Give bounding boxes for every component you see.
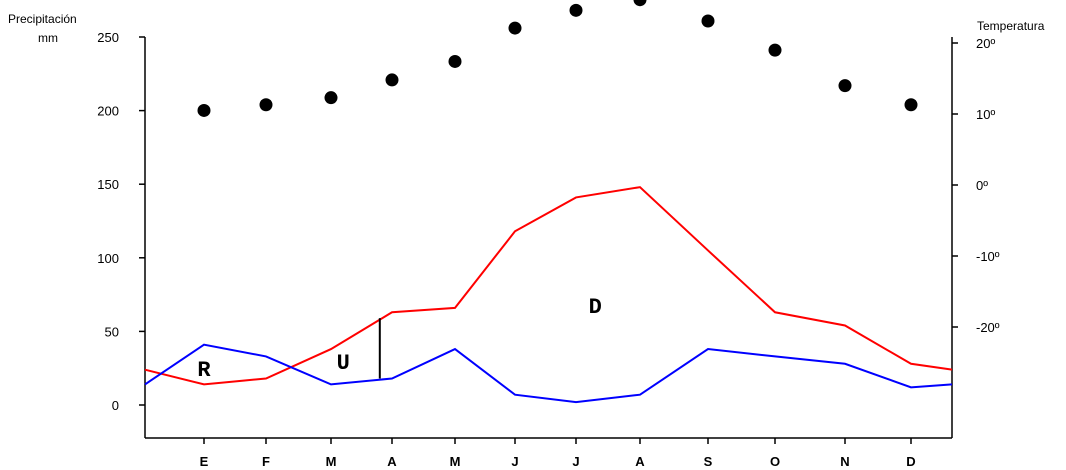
temperature-point bbox=[768, 43, 782, 57]
left-axis-unit: mm bbox=[38, 31, 58, 45]
left-tick-label: 200 bbox=[97, 104, 119, 119]
temperature-dots bbox=[197, 0, 918, 117]
month-label: N bbox=[840, 454, 849, 469]
right-axis-ticks: 30º C20º10º0º-10º-20º bbox=[952, 36, 1000, 335]
right-tick-label: -20º bbox=[976, 320, 1000, 335]
series-lines bbox=[144, 186, 953, 404]
left-axis: Precipitación mm 250 200 150 100 50 0 bbox=[8, 12, 146, 438]
right-tick-label: 20º bbox=[976, 36, 995, 51]
temperature-point bbox=[569, 3, 583, 17]
left-tick-label: 250 bbox=[97, 30, 119, 45]
temperature-point bbox=[904, 98, 918, 112]
region-label: U bbox=[337, 351, 350, 376]
month-label: O bbox=[770, 454, 780, 469]
right-axis: Temperatura 30º C20º10º0º-10º-20º bbox=[951, 19, 1045, 438]
temperature-point bbox=[701, 14, 715, 28]
left-tick-label: 50 bbox=[105, 324, 119, 339]
temperature-point bbox=[324, 91, 338, 105]
left-tick-label: 150 bbox=[97, 177, 119, 192]
temperature-point bbox=[838, 79, 852, 93]
right-axis-title: Temperatura bbox=[977, 19, 1045, 33]
series-line-2 bbox=[144, 343, 953, 404]
month-label: D bbox=[906, 454, 915, 469]
month-label: F bbox=[262, 454, 270, 469]
region-label: D bbox=[589, 295, 602, 320]
series-line-1 bbox=[144, 186, 953, 386]
temperature-point bbox=[197, 103, 211, 117]
month-label: S bbox=[704, 454, 713, 469]
left-tick-label: 0 bbox=[112, 398, 119, 413]
temperature-point bbox=[508, 21, 522, 35]
left-tick-label: 100 bbox=[97, 251, 119, 266]
month-label: A bbox=[387, 454, 397, 469]
temperature-point bbox=[259, 98, 273, 112]
right-tick-label: 0º bbox=[976, 178, 988, 193]
temperature-point bbox=[633, 0, 647, 7]
temperature-point bbox=[448, 54, 462, 68]
month-label: J bbox=[572, 454, 579, 469]
region-annotations: R U D bbox=[197, 295, 601, 383]
month-label: E bbox=[200, 454, 209, 469]
region-label: R bbox=[197, 358, 211, 383]
left-axis-title: Precipitación bbox=[8, 12, 77, 26]
right-tick-label: 10º bbox=[976, 107, 995, 122]
right-tick-label: -10º bbox=[976, 249, 1000, 264]
temperature-point bbox=[385, 73, 399, 87]
month-label: A bbox=[635, 454, 645, 469]
left-axis-ticks: 250 200 150 100 50 0 bbox=[97, 30, 145, 413]
month-label: M bbox=[450, 454, 461, 469]
month-label: M bbox=[326, 454, 337, 469]
month-label: J bbox=[511, 454, 518, 469]
